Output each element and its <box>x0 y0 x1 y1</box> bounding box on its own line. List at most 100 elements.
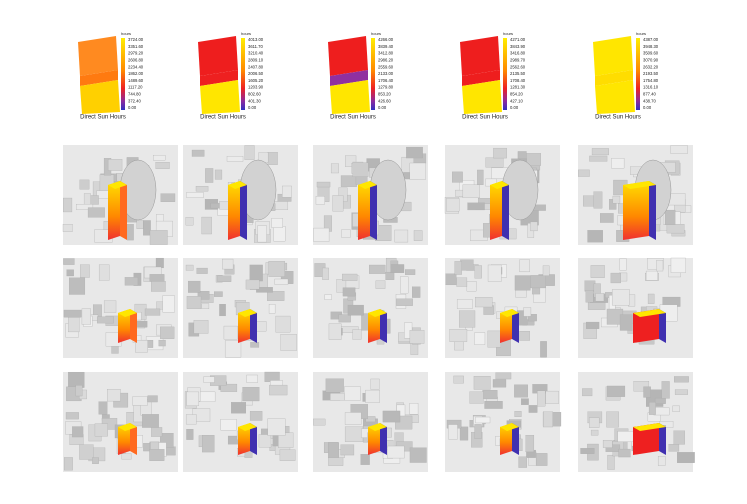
building <box>322 267 329 280</box>
building <box>617 431 634 442</box>
building <box>487 264 502 282</box>
building <box>186 429 194 440</box>
building <box>582 388 593 397</box>
building <box>186 192 204 198</box>
legend-title: hours <box>503 31 513 36</box>
mass-top <box>500 309 519 317</box>
building <box>224 340 242 358</box>
legend-label: 2809.10 <box>248 58 264 63</box>
building <box>124 277 139 286</box>
render <box>313 372 428 472</box>
building <box>338 314 351 323</box>
legend-label: 3724.00 <box>128 37 144 42</box>
building <box>593 191 603 209</box>
facade-map <box>80 70 118 86</box>
building <box>409 447 427 463</box>
mass-side <box>380 423 387 455</box>
building <box>155 257 164 269</box>
building <box>196 267 208 274</box>
facade-map <box>78 36 118 76</box>
mass-top <box>368 309 387 317</box>
building <box>618 448 631 458</box>
building <box>394 229 409 243</box>
building <box>324 294 332 300</box>
legend-bar <box>121 38 125 110</box>
legend-label: 1117.20 <box>128 85 143 90</box>
building <box>612 195 621 204</box>
building <box>587 230 603 243</box>
legend-label: 744.80 <box>128 92 141 97</box>
building <box>282 185 292 198</box>
building <box>409 162 426 180</box>
building <box>454 261 462 275</box>
building <box>330 393 345 401</box>
building <box>98 264 110 281</box>
building <box>185 264 194 271</box>
building <box>342 287 356 297</box>
legend-label: 426.60 <box>378 98 391 103</box>
building <box>453 375 464 384</box>
building <box>595 293 605 302</box>
building <box>258 434 272 448</box>
building <box>387 445 405 459</box>
building <box>610 272 621 284</box>
render <box>313 145 428 245</box>
legend-label: 4266.00 <box>378 37 394 42</box>
building <box>347 304 364 316</box>
building <box>231 402 247 414</box>
facade-map <box>462 80 502 114</box>
mass-top <box>368 423 387 431</box>
building <box>474 424 482 439</box>
building <box>467 202 485 211</box>
building <box>330 163 339 174</box>
building <box>87 207 105 218</box>
building <box>269 384 288 396</box>
mass-side <box>370 181 377 240</box>
building <box>674 376 689 383</box>
building <box>456 277 468 287</box>
render <box>313 257 428 358</box>
building <box>345 155 357 167</box>
building <box>645 270 658 281</box>
building <box>670 145 688 154</box>
mass-top <box>228 181 247 189</box>
legend-label: 1754.80 <box>643 78 659 83</box>
building <box>493 147 507 159</box>
building <box>460 259 474 271</box>
building <box>268 261 285 277</box>
render <box>444 145 560 245</box>
facade-map <box>198 36 238 76</box>
legend-label: 4013.00 <box>248 37 264 42</box>
facade-map <box>593 36 633 76</box>
building <box>600 213 614 223</box>
building <box>313 418 326 426</box>
building <box>484 401 503 409</box>
building <box>191 149 205 157</box>
building <box>375 280 386 289</box>
facade-map <box>330 80 370 114</box>
facade-map <box>595 80 635 114</box>
facade-map <box>200 80 240 114</box>
building <box>80 264 90 278</box>
facade-map <box>328 36 368 76</box>
mass-side <box>108 181 120 240</box>
legend-label: 854.20 <box>510 92 523 97</box>
legend-label: 0.00 <box>128 105 137 110</box>
building <box>475 416 491 424</box>
mass-top <box>500 423 519 431</box>
legend-label: 877.40 <box>643 92 656 97</box>
facade-map <box>462 70 500 86</box>
building <box>325 378 344 393</box>
building <box>446 198 460 212</box>
building <box>519 259 530 273</box>
legend-label: 1203.90 <box>248 85 264 90</box>
building <box>72 426 84 438</box>
building <box>143 443 151 452</box>
legend-label: 0.00 <box>510 105 519 110</box>
building <box>653 407 670 416</box>
render <box>183 258 298 358</box>
mass-side <box>512 309 519 343</box>
building <box>654 397 666 404</box>
building <box>485 157 504 168</box>
building <box>214 169 223 180</box>
